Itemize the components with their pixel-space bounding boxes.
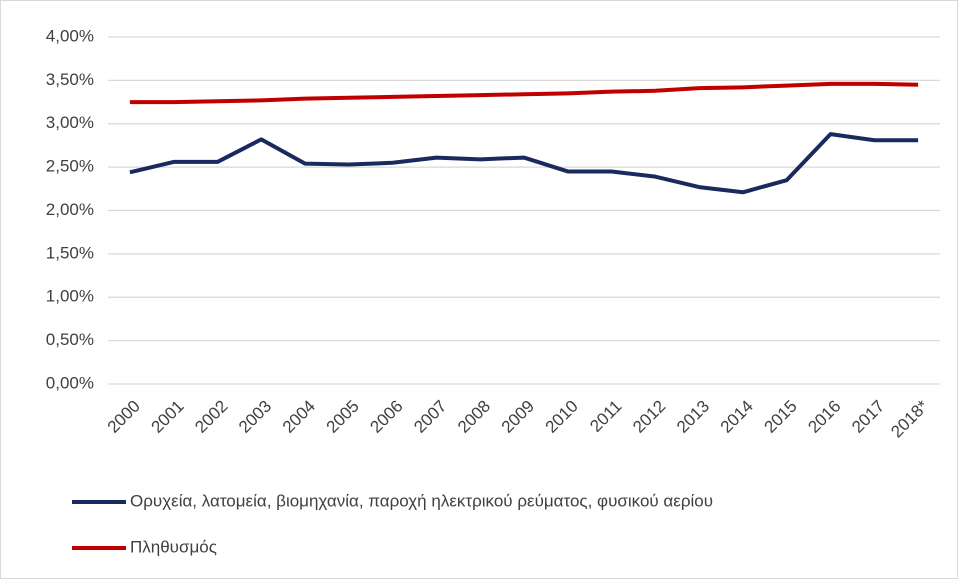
y-tick-label: 0,00% xyxy=(46,373,94,392)
y-tick-label: 2,00% xyxy=(46,200,94,219)
series-line xyxy=(129,132,919,195)
legend-label: Πληθυσμός xyxy=(130,537,217,556)
y-tick-label: 1,50% xyxy=(46,243,94,262)
y-tick-label: 0,50% xyxy=(46,330,94,349)
y-tick-label: 4,00% xyxy=(46,26,94,45)
series-line xyxy=(129,81,919,105)
legend-label: Ορυχεία, λατομεία, βιομηχανία, παροχή ηλ… xyxy=(130,491,713,510)
y-tick-label: 3,00% xyxy=(46,113,94,132)
y-tick-label: 3,50% xyxy=(46,70,94,89)
y-tick-label: 2,50% xyxy=(46,157,94,176)
y-tick-label: 1,00% xyxy=(46,287,94,306)
